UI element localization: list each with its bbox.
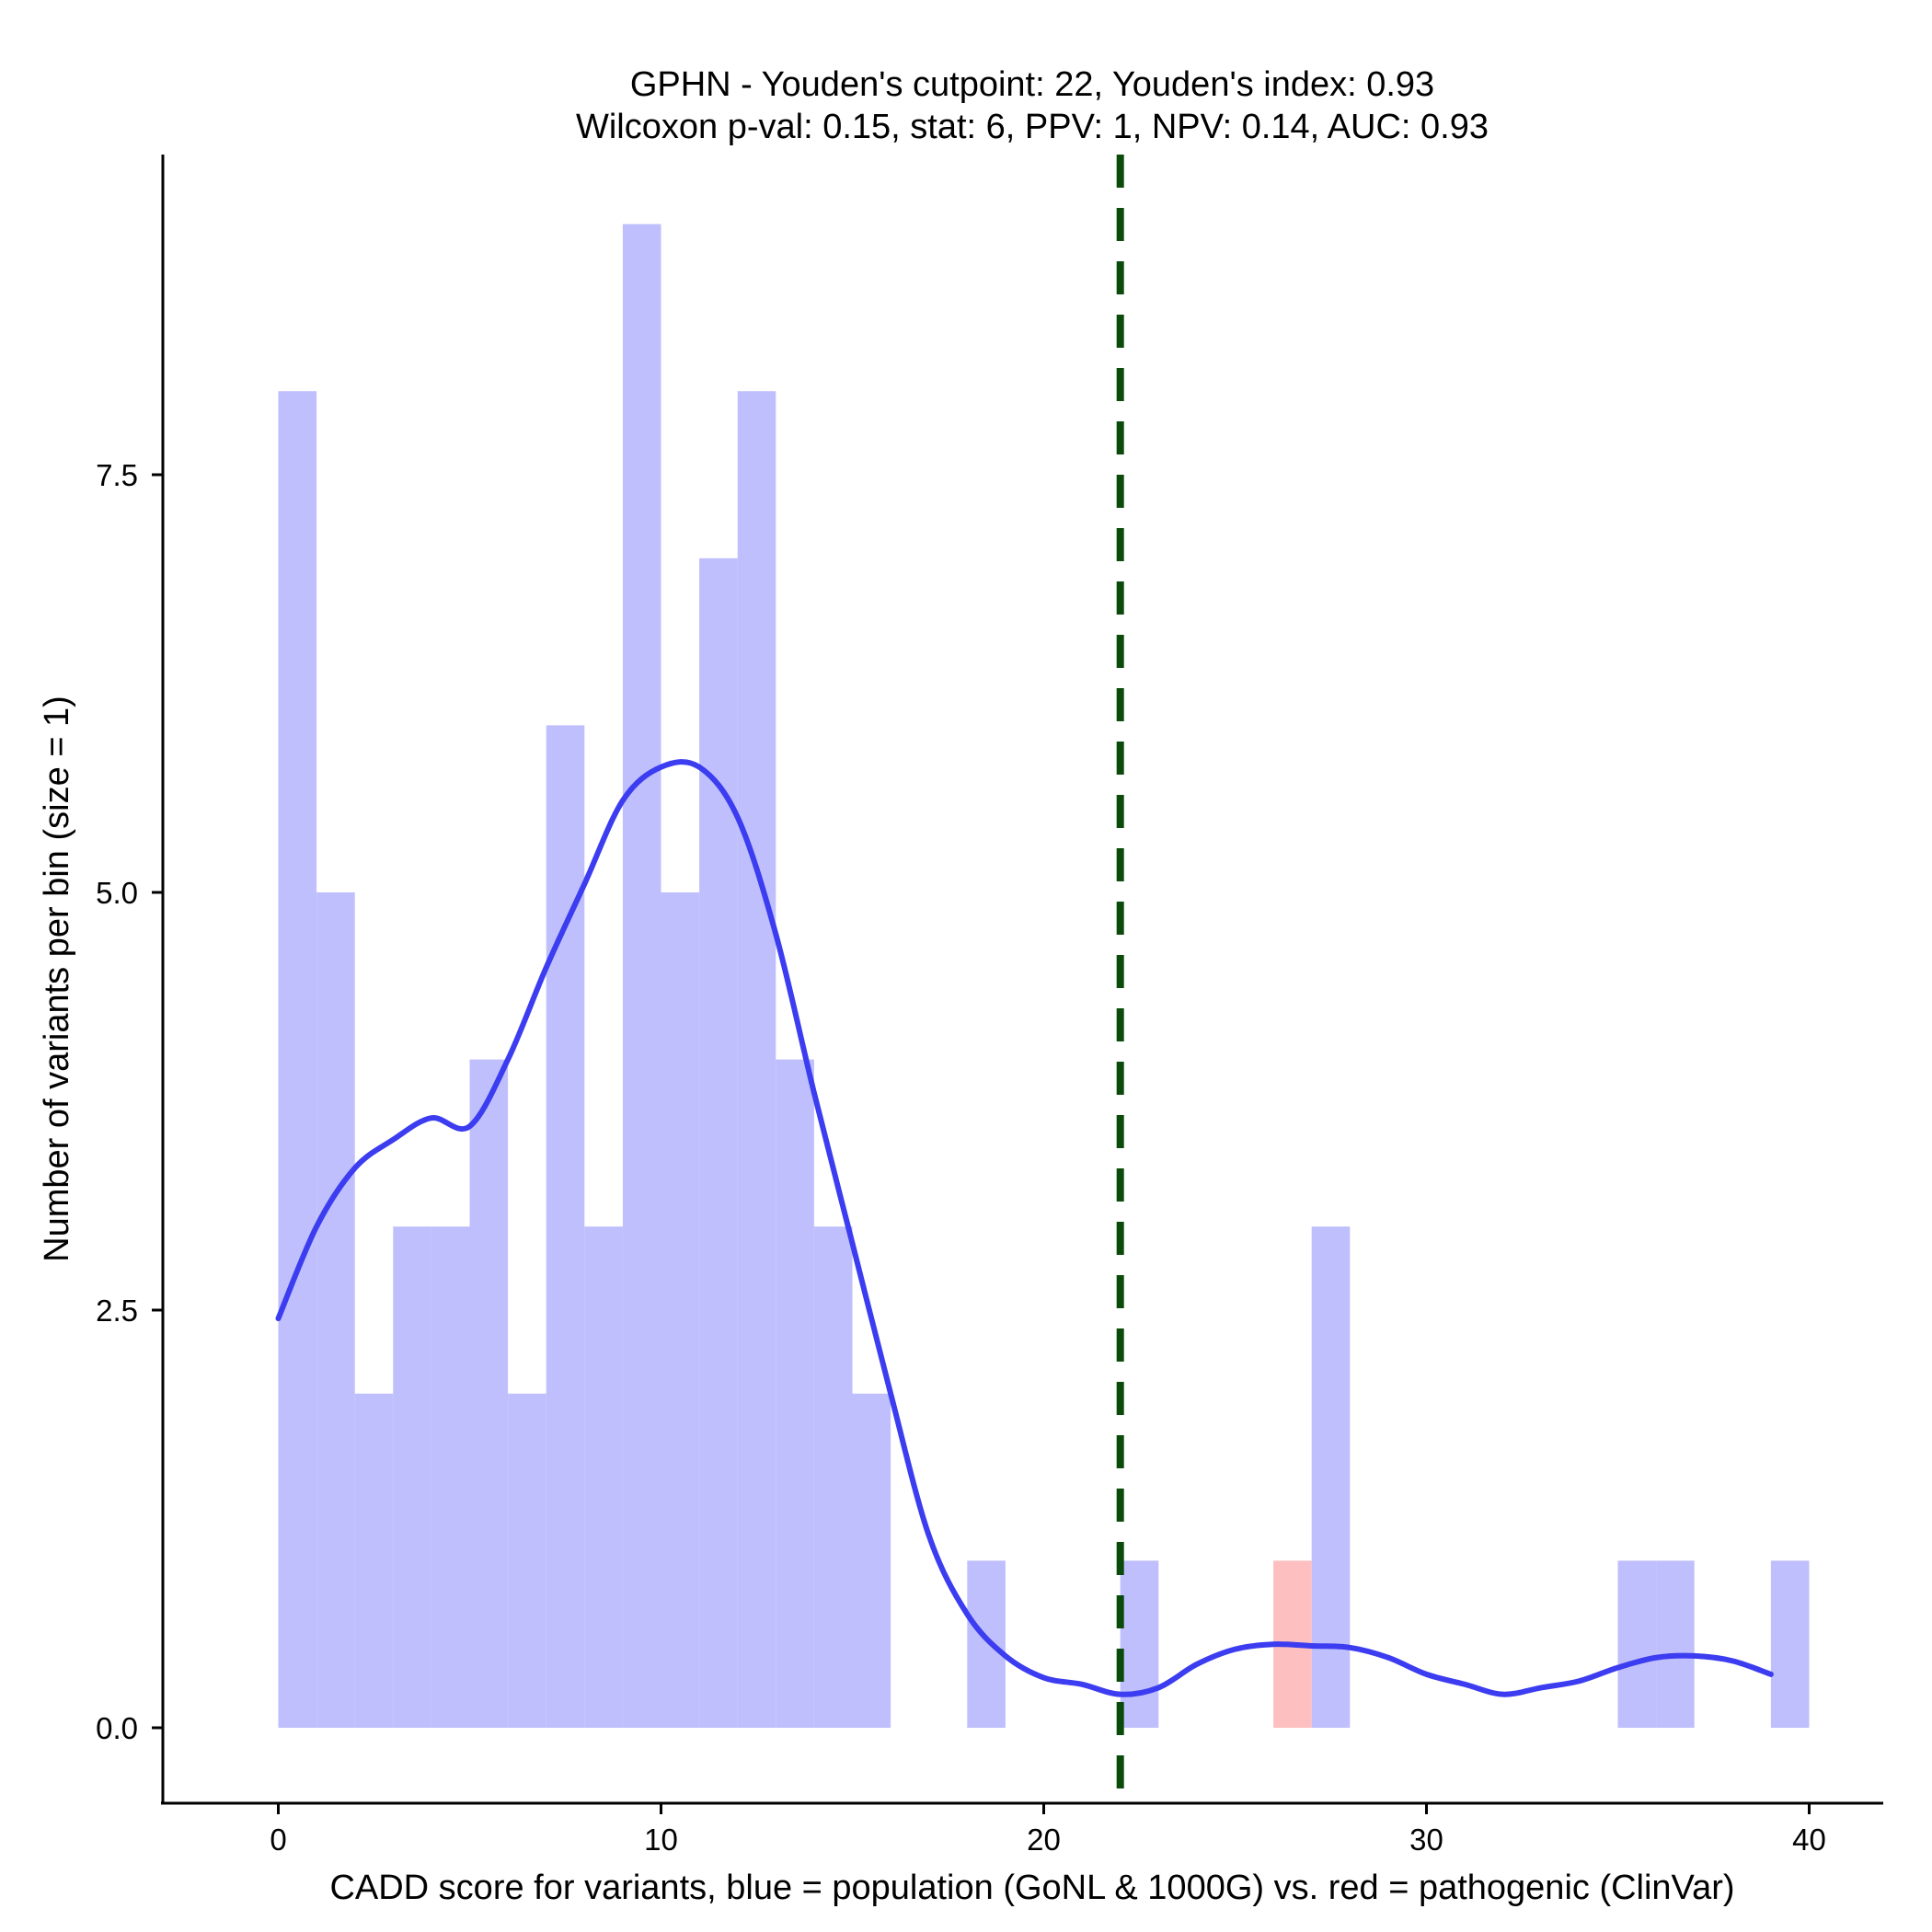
population-bar-9 bbox=[622, 224, 661, 1729]
histogram-bars bbox=[278, 224, 1810, 1729]
y-tick-label: 0.0 bbox=[96, 1711, 138, 1745]
y-tick-label: 2.5 bbox=[96, 1294, 138, 1328]
population-bar-8 bbox=[584, 1226, 623, 1728]
population-bar-7 bbox=[546, 725, 585, 1728]
y-tick-label: 7.5 bbox=[96, 458, 138, 492]
population-bar-19 bbox=[1617, 1560, 1657, 1728]
y-tick-label: 5.0 bbox=[96, 876, 138, 910]
x-axis-ticks: 0 10 20 30 40 bbox=[270, 1803, 1826, 1857]
population-bar-20 bbox=[1656, 1560, 1695, 1728]
population-bar-13 bbox=[776, 1059, 814, 1728]
population-bar-14 bbox=[813, 1226, 853, 1728]
population-bar-4 bbox=[431, 1226, 470, 1728]
population-bar-2 bbox=[354, 1393, 394, 1728]
x-tick-label: 20 bbox=[1027, 1823, 1061, 1857]
population-bar-3 bbox=[393, 1226, 431, 1728]
population-bar-0 bbox=[278, 391, 317, 1729]
population-bar-17 bbox=[1120, 1560, 1159, 1728]
x-tick-label: 30 bbox=[1409, 1823, 1443, 1857]
chart-subtitle: Wilcoxon p-val: 0.15, stat: 6, PPV: 1, N… bbox=[576, 108, 1489, 146]
population-bar-6 bbox=[508, 1393, 546, 1728]
x-tick-label: 10 bbox=[644, 1823, 678, 1857]
x-tick-label: 40 bbox=[1792, 1823, 1826, 1857]
x-tick-label: 0 bbox=[270, 1823, 286, 1857]
population-bar-10 bbox=[661, 892, 700, 1728]
density-curve bbox=[275, 759, 1774, 1697]
population-bar-15 bbox=[852, 1393, 891, 1728]
y-axis-ticks: 0.0 2.5 5.0 7.5 bbox=[96, 458, 163, 1745]
population-bar-1 bbox=[316, 892, 355, 1728]
x-axis-label: CADD score for variants, blue = populati… bbox=[329, 1869, 1734, 1907]
population-bar-18 bbox=[1311, 1226, 1351, 1728]
y-axis-label: Number of variants per bin (size = 1) bbox=[38, 696, 76, 1262]
population-bar-21 bbox=[1770, 1560, 1810, 1728]
population-bar-11 bbox=[699, 558, 738, 1728]
population-bar-16 bbox=[967, 1560, 1006, 1728]
chart-title: GPHN - Youden's cutpoint: 22, Youden's i… bbox=[630, 65, 1434, 104]
density-curve-group bbox=[275, 759, 1774, 1697]
population-bar-12 bbox=[737, 391, 776, 1729]
population-bar-5 bbox=[469, 1059, 509, 1728]
